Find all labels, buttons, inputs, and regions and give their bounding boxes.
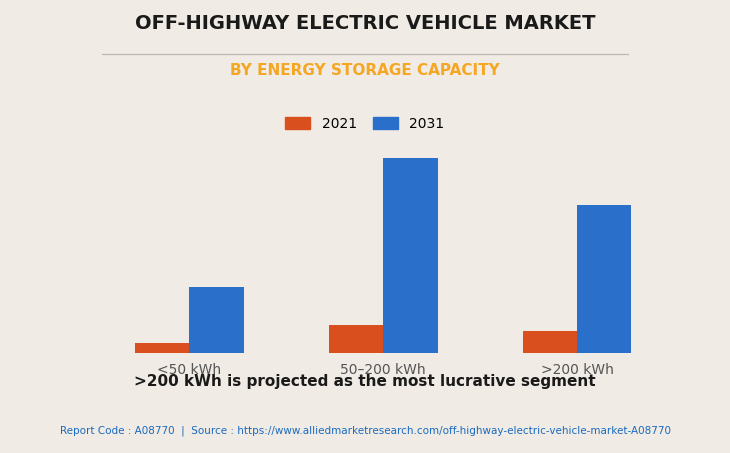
Text: >200 kWh is projected as the most lucrative segment: >200 kWh is projected as the most lucrat… [134,374,596,389]
Bar [135,343,189,353]
Text: OFF-HIGHWAY ELECTRIC VEHICLE MARKET: OFF-HIGHWAY ELECTRIC VEHICLE MARKET [135,14,595,33]
Bar [577,205,631,353]
Legend: 2021, 2031: 2021, 2031 [280,111,450,136]
Bar [383,158,437,353]
Bar [523,331,577,353]
Text: BY ENERGY STORAGE CAPACITY: BY ENERGY STORAGE CAPACITY [230,63,500,78]
Text: Report Code : A08770  |  Source : https://www.alliedmarketresearch.com/off-highw: Report Code : A08770 | Source : https://… [60,426,670,436]
Bar [189,288,244,353]
Bar [329,324,383,353]
